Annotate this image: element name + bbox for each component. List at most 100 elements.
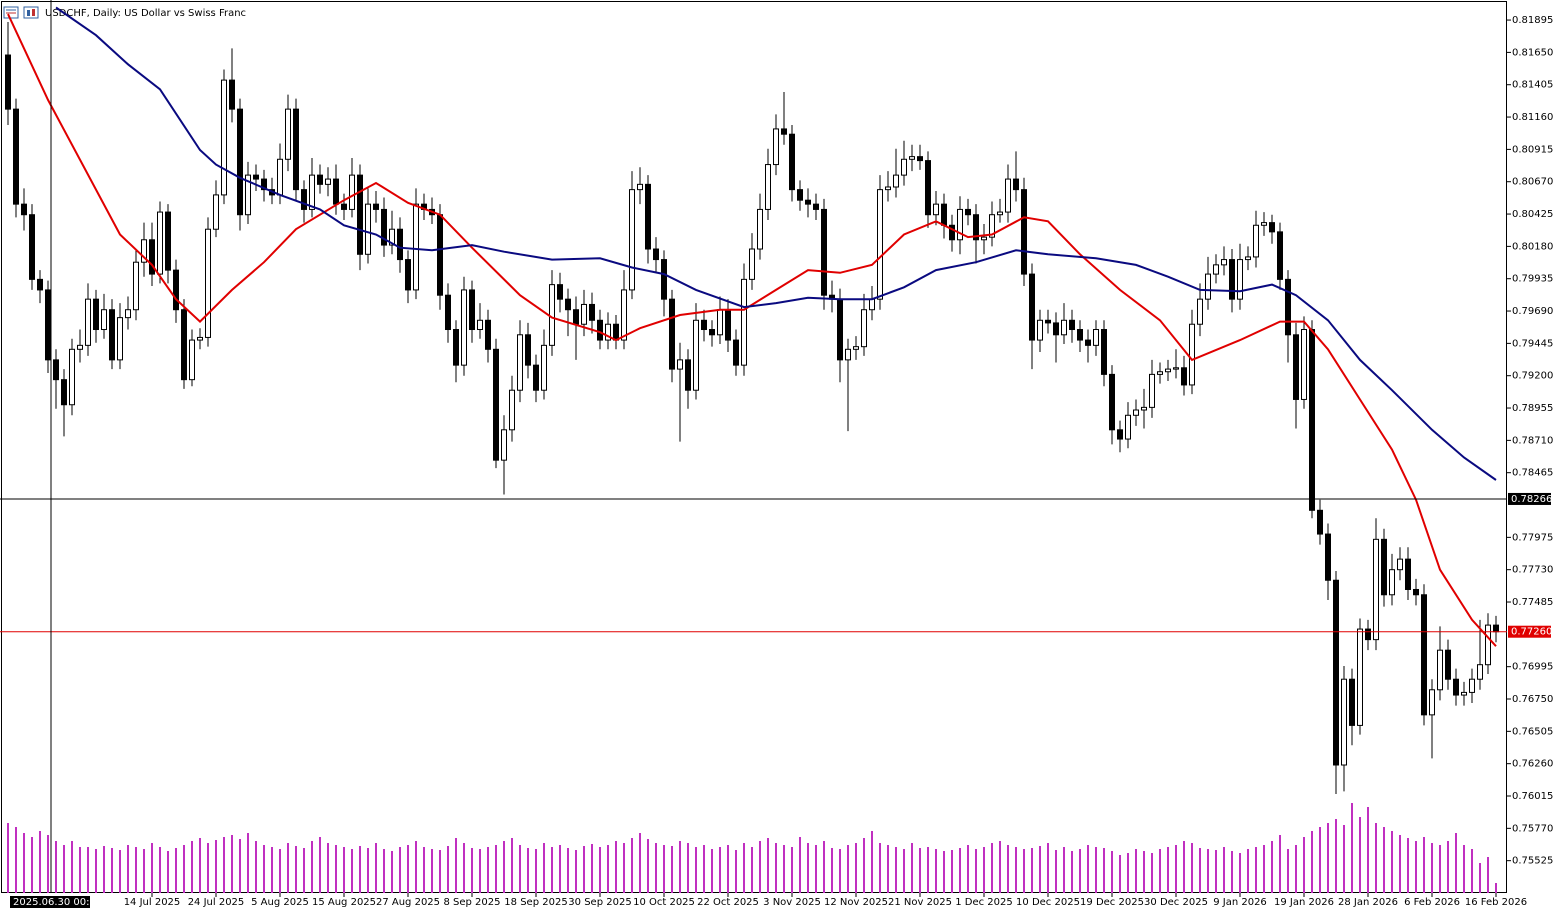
x-tick-label: 19 Jan 2026 [1274,897,1334,908]
icon [23,6,39,19]
candle-body [1133,409,1139,416]
candle-body [1197,298,1203,325]
icon-bar [32,9,35,16]
candle-body [197,336,203,341]
candle-body [1349,678,1355,726]
candle-body [1213,264,1219,275]
candle-body [909,156,915,160]
candle-body [381,208,387,246]
candle-body [837,298,843,361]
candle-body [53,359,59,381]
candle-body [813,203,819,210]
candle-body [733,339,739,366]
candle-body [1469,678,1475,693]
candle-body [5,54,11,110]
candle-body [237,108,243,216]
candle-body [205,228,211,338]
candle-body [77,344,83,350]
candle-body [1181,367,1187,386]
candle-body [325,178,331,185]
candle-body [1149,373,1155,408]
candle-body [1101,329,1107,375]
candle-body [717,309,723,336]
candle-body [1261,222,1267,226]
candle-body [213,194,219,230]
candle-body [173,269,179,311]
x-tick-label: 24 Jul 2025 [188,897,245,908]
candle-body [373,203,379,210]
candle-body [613,323,619,341]
candle-body [1373,538,1379,641]
candle-body [973,214,979,241]
icon-bar [27,10,30,16]
candle-body [85,298,91,346]
candle-body [1165,368,1171,373]
candle-body [645,183,651,250]
candle-body [101,309,107,331]
candle-body [589,303,595,321]
candle-body [1285,278,1291,336]
candle-body [1389,569,1395,596]
candle-body [1013,178,1019,191]
candle-body [741,278,747,366]
x-tick-label: 3 Nov 2025 [763,897,821,908]
candle-body [1245,256,1251,261]
candle-body [125,309,131,319]
candle-body [765,164,771,210]
candle-body [1157,371,1163,375]
y-tick-label: 0.79690 [1512,306,1553,317]
candle-body [1301,329,1307,400]
candle-body [1341,678,1347,766]
chart-title: USDCHF, Daily: US Dollar vs Swiss Franc [45,8,246,19]
candle-body [285,108,291,160]
crosshair-time-box [10,896,90,908]
x-tick-label: 27 Aug 2025 [376,897,440,908]
candle-body [525,334,531,366]
last-price-box [1508,625,1551,638]
candle-body [1445,649,1451,680]
candle-body [621,289,627,341]
y-tick-label: 0.80915 [1512,144,1553,155]
crosshair-time-label: 2025.06.30 00:00 [13,897,102,908]
candle-body [1437,649,1443,691]
candle-body [1325,533,1331,581]
candle-body [949,224,955,241]
candle-body [1413,588,1419,596]
candle-body [45,289,51,361]
candle-body [989,214,995,238]
y-tick-label: 0.76015 [1512,791,1553,802]
candle-body [573,309,579,325]
candle-body [149,239,155,275]
candle-body [1357,628,1363,726]
candle-body [1485,624,1491,666]
candle-body [69,348,75,406]
candle-body [485,319,491,350]
candle-body [1309,329,1315,511]
plot-frame [1,1,1507,893]
y-tick-label: 0.79445 [1512,338,1553,349]
candle-body [893,174,899,188]
candle-body [781,128,787,135]
y-tick-label: 0.80425 [1512,209,1553,220]
y-tick-label: 0.78955 [1512,403,1553,414]
crosshair-price-box [1508,492,1551,505]
candle-body [637,183,643,191]
candle-body [301,189,307,210]
candle-body [109,309,115,361]
y-tick-label: 0.77975 [1512,532,1553,543]
x-tick-label: 15 Aug 2025 [312,897,376,908]
candle-body [365,203,371,255]
candle-body [509,389,515,431]
candle-body [725,309,731,341]
candle-body [1029,273,1035,341]
candle-body [693,319,699,391]
moving-average-line [7,13,1497,647]
x-tick-label: 21 Nov 2025 [888,897,952,908]
candle-body [605,323,611,341]
candle-body [133,261,139,311]
y-tick-label: 0.77485 [1512,597,1553,608]
candle-body [229,79,235,110]
candle-body [1317,509,1323,535]
candle-body [13,108,19,205]
